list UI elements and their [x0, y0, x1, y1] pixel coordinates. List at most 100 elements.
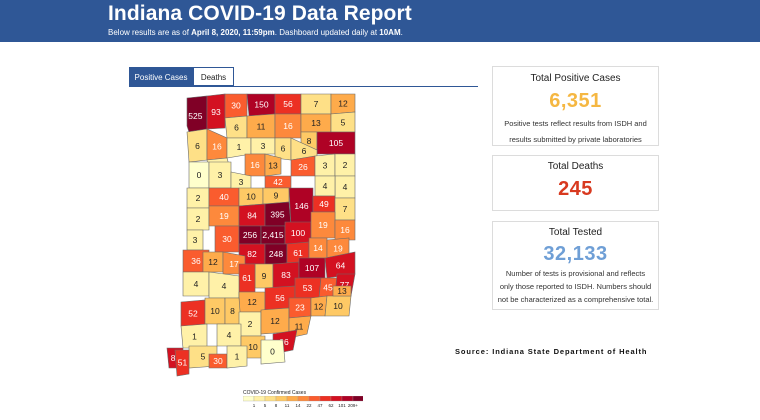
county-value-label: 6 — [302, 146, 307, 156]
county-value-label: 3 — [218, 170, 223, 180]
legend-tick-label: 47 — [317, 403, 323, 408]
county-value-label: 8 — [307, 136, 312, 146]
county-value-label: 7 — [314, 99, 319, 109]
legend-swatch — [352, 396, 363, 402]
county-shape[interactable] — [186, 207, 210, 231]
legend-tick-label: 14 — [295, 403, 301, 408]
county-shape[interactable] — [206, 93, 226, 130]
county-value-label: 1 — [192, 332, 197, 342]
total-tested-card: Total Tested 32,133 Number of tests is p… — [492, 221, 659, 310]
positive-note-line2: results submitted by private laboratorie… — [509, 135, 642, 144]
county-shape[interactable] — [226, 345, 248, 369]
county-value-label: 6 — [195, 141, 200, 151]
county-value-label: 2 — [196, 193, 201, 203]
county-shape[interactable] — [260, 339, 286, 365]
legend-scale: 1 5 8 11 14 22 47 62 101 209+ — [243, 396, 363, 408]
county-value-label: 26 — [298, 162, 308, 172]
legend-swatch — [275, 396, 288, 402]
county-shape[interactable] — [264, 153, 282, 177]
deaths-value: 245 — [558, 178, 593, 200]
tested-title: Total Tested — [548, 227, 603, 238]
county-value-label: 17 — [229, 259, 239, 269]
county-value-label: 84 — [247, 211, 257, 221]
county-value-label: 395 — [270, 210, 284, 220]
county-value-label: 19 — [333, 244, 343, 254]
county-value-label: 14 — [313, 243, 323, 253]
subtitle-end: . — [400, 28, 403, 37]
county-value-label: 13 — [311, 118, 321, 128]
legend-swatch — [308, 396, 321, 402]
county-value-label: 16 — [283, 121, 293, 131]
county-value-label: 4 — [222, 281, 227, 291]
county-value-label: 100 — [291, 228, 305, 238]
county-value-label: 150 — [254, 100, 268, 110]
county-value-label: 3 — [323, 161, 328, 171]
county-shape[interactable] — [174, 349, 190, 377]
county-value-label: 0 — [197, 170, 202, 180]
tab-deaths[interactable]: Deaths — [193, 67, 234, 86]
county-value-label: 96 — [279, 337, 289, 347]
county-value-label: 2 — [248, 319, 253, 329]
legend-tick-label: 11 — [285, 403, 290, 408]
positive-value: 6,351 — [549, 90, 602, 112]
county-value-label: 8 — [230, 306, 235, 316]
county-value-label: 1 — [235, 352, 240, 362]
county-value-label: 146 — [294, 201, 308, 211]
data-source: Source: Indiana State Department of Heal… — [455, 347, 648, 356]
legend-swatch — [264, 396, 277, 402]
county-value-label: 4 — [343, 182, 348, 192]
county-value-label: 11 — [257, 122, 266, 132]
page-title: Indiana COVID-19 Data Report — [108, 2, 412, 25]
county-value-label: 64 — [336, 261, 346, 271]
county-value-label: 16 — [340, 225, 350, 235]
subtitle-time: 10AM — [379, 28, 401, 37]
county-value-label: 1 — [237, 142, 242, 152]
county-value-label: 93 — [211, 107, 221, 117]
county-value-label: 11 — [295, 322, 304, 332]
county-value-label: 13 — [337, 286, 347, 296]
positive-note-line1: Positive tests reflect results from ISDH… — [504, 119, 647, 128]
county-value-label: 2,415 — [262, 230, 284, 240]
tab-underline — [129, 86, 478, 87]
tested-value: 32,133 — [543, 243, 608, 265]
legend-swatch — [341, 396, 354, 402]
county-value-label: 30 — [222, 234, 232, 244]
county-shape[interactable] — [332, 285, 352, 297]
legend-tick-label: 209+ — [348, 403, 359, 408]
county-value-label: 4 — [194, 279, 199, 289]
legend-swatch — [319, 396, 332, 402]
county-value-label: 82 — [247, 249, 257, 259]
deaths-title: Total Deaths — [547, 161, 604, 172]
county-value-label: 105 — [329, 138, 343, 148]
county-value-label: 83 — [281, 270, 291, 280]
county-value-label: 3 — [193, 235, 198, 245]
county-value-label: 6 — [281, 144, 286, 154]
county-value-label: 7 — [343, 204, 348, 214]
tab-positive-cases[interactable]: Positive Cases — [129, 67, 193, 86]
subtitle-date: April 8, 2020, 11:59pm — [191, 28, 275, 37]
tested-note-line1: Number of tests is provisional and refle… — [505, 269, 646, 278]
county-value-label: 16 — [250, 160, 260, 170]
county-value-label: 248 — [269, 249, 283, 259]
county-value-label: 77 — [340, 280, 350, 290]
legend-swatch — [286, 396, 299, 402]
subtitle-prefix: Below results are as of — [108, 28, 192, 37]
county-value-label: 56 — [275, 293, 285, 303]
legend-tick-label: 1 — [253, 403, 256, 408]
county-value-label: 61 — [293, 248, 303, 258]
county-value-label: 3 — [261, 141, 266, 151]
legend-swatch — [243, 396, 255, 402]
county-value-label: 12 — [270, 316, 280, 326]
county-value-label: 45 — [323, 283, 333, 293]
county-value-label: 13 — [268, 161, 278, 171]
county-value-label: 49 — [319, 199, 329, 209]
county-shape[interactable] — [334, 219, 356, 241]
county-value-label: 10 — [248, 342, 258, 352]
county-value-label: 10 — [333, 301, 343, 311]
total-deaths-card: Total Deaths 245 — [492, 155, 659, 211]
positive-title: Total Positive Cases — [530, 73, 621, 84]
county-value-label: 9 — [274, 191, 279, 201]
tested-note-line2: only those reported to ISDH. Numbers sho… — [499, 282, 652, 291]
county-value-label: 5 — [341, 118, 346, 128]
county-value-label: 23 — [295, 303, 305, 313]
